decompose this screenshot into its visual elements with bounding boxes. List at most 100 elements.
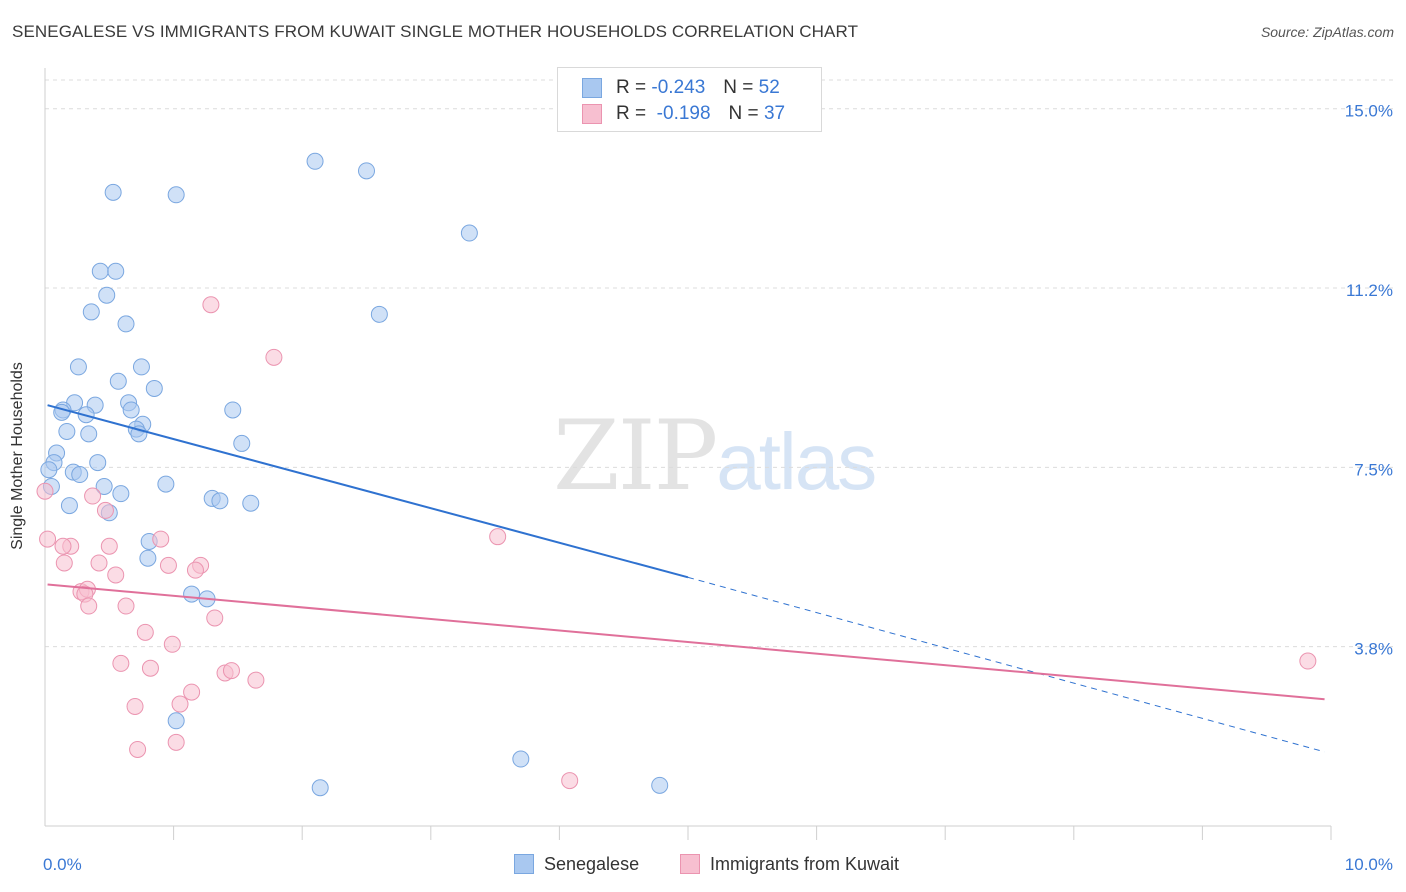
kuwait-point xyxy=(167,733,185,751)
senegalese-point xyxy=(117,315,135,333)
senegalese-point xyxy=(512,750,530,768)
legend-swatch-kuwait xyxy=(582,104,602,124)
kuwait-point xyxy=(152,530,170,548)
bottom-legend-swatch-kuwait xyxy=(680,854,700,874)
senegalese-point xyxy=(89,454,107,472)
kuwait-point xyxy=(183,683,201,701)
senegalese-point xyxy=(167,712,185,730)
legend-r-value: -0.243 xyxy=(651,77,706,98)
legend-r-label: R = xyxy=(616,103,647,124)
senegalese-point xyxy=(82,303,100,321)
kuwait-point xyxy=(107,566,125,584)
kuwait-point xyxy=(247,671,265,689)
bottom-legend-senegalese: Senegalese xyxy=(514,852,639,876)
senegalese-point xyxy=(69,358,87,376)
legend-swatch-senegalese xyxy=(582,78,602,98)
senegalese-point xyxy=(358,162,375,180)
senegalese-trend-extension xyxy=(687,576,1325,753)
legend-n-value: 52 xyxy=(758,77,780,98)
bottom-legend-label-kuwait: Immigrants from Kuwait xyxy=(710,853,900,874)
y-tick-label: 15.0% xyxy=(1345,102,1393,121)
senegalese-point xyxy=(183,585,201,603)
y-tick-label: 7.5% xyxy=(1354,460,1393,479)
kuwait-point xyxy=(129,740,147,758)
kuwait-point xyxy=(1299,652,1317,670)
senegalese-point xyxy=(80,425,98,443)
kuwait-point xyxy=(163,635,181,653)
kuwait-point xyxy=(222,662,240,680)
senegalese-point xyxy=(306,152,324,170)
senegalese-point xyxy=(58,422,76,440)
senegalese-point xyxy=(157,475,175,493)
kuwait-point xyxy=(90,554,108,572)
legend-row-senegalese: R = -0.243 N = 52 xyxy=(582,76,780,100)
kuwait-point xyxy=(265,348,283,366)
senegalese-point xyxy=(211,492,229,510)
x-tick-label: 0.0% xyxy=(43,855,82,874)
senegalese-point xyxy=(167,186,185,204)
kuwait-point xyxy=(141,659,159,677)
y-axis-label: Single Mother Households xyxy=(9,362,26,550)
watermark: ZIPatlas xyxy=(553,400,877,512)
watermark-zip: ZIP xyxy=(553,400,718,512)
senegalese-point xyxy=(109,372,127,390)
x-tick-label: 10.0% xyxy=(1345,855,1393,874)
kuwait-trend-line xyxy=(47,583,1325,701)
kuwait-point xyxy=(206,609,224,627)
kuwait-point xyxy=(100,537,118,555)
legend-n-label: N = xyxy=(728,103,759,124)
senegalese-point xyxy=(139,549,157,567)
kuwait-point xyxy=(171,695,189,713)
senegalese-point xyxy=(242,494,260,512)
senegalese-point xyxy=(224,401,242,419)
senegalese-point xyxy=(104,183,122,201)
watermark-atlas: atlas xyxy=(716,417,877,506)
kuwait-point xyxy=(159,556,177,574)
kuwait-point xyxy=(54,537,72,555)
legend-row-kuwait: R = -0.198 N = 37 xyxy=(582,102,785,126)
y-tick-label: 3.8% xyxy=(1354,640,1393,659)
kuwait-point xyxy=(84,487,102,505)
legend-r-value: -0.198 xyxy=(656,103,711,124)
bottom-legend-swatch-senegalese xyxy=(514,854,534,874)
senegalese-point xyxy=(122,401,140,419)
bottom-legend-kuwait: Immigrants from Kuwait xyxy=(680,852,899,876)
kuwait-point xyxy=(126,697,144,715)
kuwait-point xyxy=(117,597,135,615)
source-label: Source: ZipAtlas.com xyxy=(1260,24,1394,40)
senegalese-point xyxy=(60,497,78,515)
legend-n-label: N = xyxy=(723,77,754,98)
senegalese-point xyxy=(107,262,125,280)
senegalese-point xyxy=(145,379,163,397)
kuwait-point xyxy=(55,554,73,572)
kuwait-point xyxy=(136,623,154,641)
legend-n-value: 37 xyxy=(763,103,786,124)
senegalese-point xyxy=(651,776,669,794)
legend-r-label: R = xyxy=(616,77,647,98)
senegalese-point xyxy=(132,358,150,376)
senegalese-point xyxy=(71,466,89,484)
kuwait-point xyxy=(561,772,579,790)
correlation-legend: R = -0.243 N = 52 R = -0.198 N = 37 xyxy=(557,67,822,132)
kuwait-point xyxy=(489,528,507,546)
senegalese-point xyxy=(40,461,58,479)
senegalese-point xyxy=(91,262,109,280)
kuwait-point xyxy=(186,561,204,579)
kuwait-point xyxy=(112,654,130,672)
kuwait-point xyxy=(36,482,54,500)
chart-title: SENEGALESE VS IMMIGRANTS FROM KUWAIT SIN… xyxy=(12,22,859,41)
kuwait-point xyxy=(202,296,220,314)
kuwait-point xyxy=(96,501,114,519)
senegalese-point xyxy=(311,779,329,797)
y-tick-label: 11.2% xyxy=(1346,281,1393,300)
senegalese-point xyxy=(95,477,113,495)
senegalese-point xyxy=(460,224,478,242)
kuwait-point xyxy=(80,597,98,615)
senegalese-trend-line xyxy=(47,404,689,579)
senegalese-point xyxy=(370,305,388,323)
senegalese-point xyxy=(112,485,130,503)
senegalese-point xyxy=(233,434,251,452)
bottom-legend-label-senegalese: Senegalese xyxy=(544,853,640,874)
kuwait-point xyxy=(39,530,57,548)
